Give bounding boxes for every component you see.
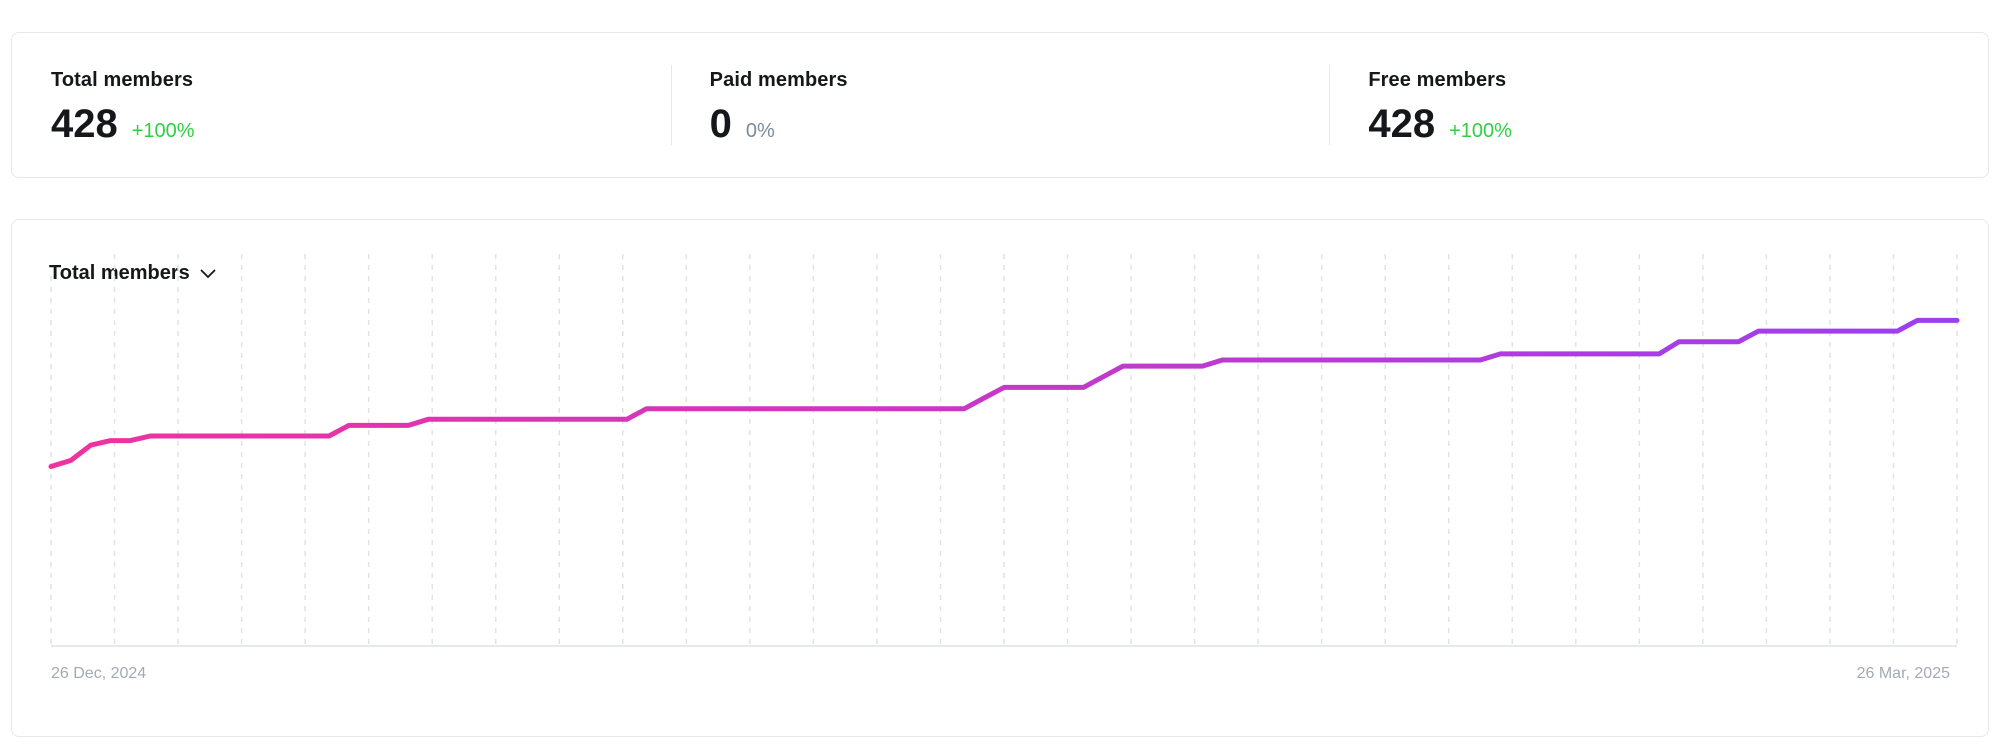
stat-free-members[interactable]: Free members 428 +100% (1329, 33, 1988, 177)
x-axis-end-label: 26 Mar, 2025 (1856, 665, 1950, 682)
chart-metric-dropdown[interactable]: Total members (49, 262, 216, 285)
stat-label: Free members (1368, 69, 1507, 91)
member-stats-card: Total members 428 +100% Paid members 0 0… (11, 32, 1989, 178)
stat-delta: +100% (131, 120, 195, 142)
stat-value: 428 (51, 102, 118, 146)
series-line (48, 317, 1960, 469)
chart-grid (50, 254, 1958, 646)
stat-delta: +100% (1449, 120, 1512, 142)
members-chart-card: Total members 26 Dec, 2024 26 Mar, 2025 (11, 219, 1989, 737)
x-axis-start-label: 26 Dec, 2024 (51, 665, 147, 682)
stat-label: Paid members (709, 69, 848, 91)
stat-value: 0 (709, 102, 732, 146)
stat-paid-members[interactable]: Paid members 0 0% (670, 33, 1330, 177)
members-line-chart (48, 254, 1960, 647)
stat-total-members[interactable]: Total members 428 +100% (12, 33, 671, 177)
stat-label: Total members (51, 69, 194, 91)
chevron-down-icon (200, 269, 216, 278)
chart-metric-label: Total members (49, 262, 190, 284)
stat-delta: 0% (745, 120, 775, 142)
stat-value: 428 (1368, 102, 1436, 146)
